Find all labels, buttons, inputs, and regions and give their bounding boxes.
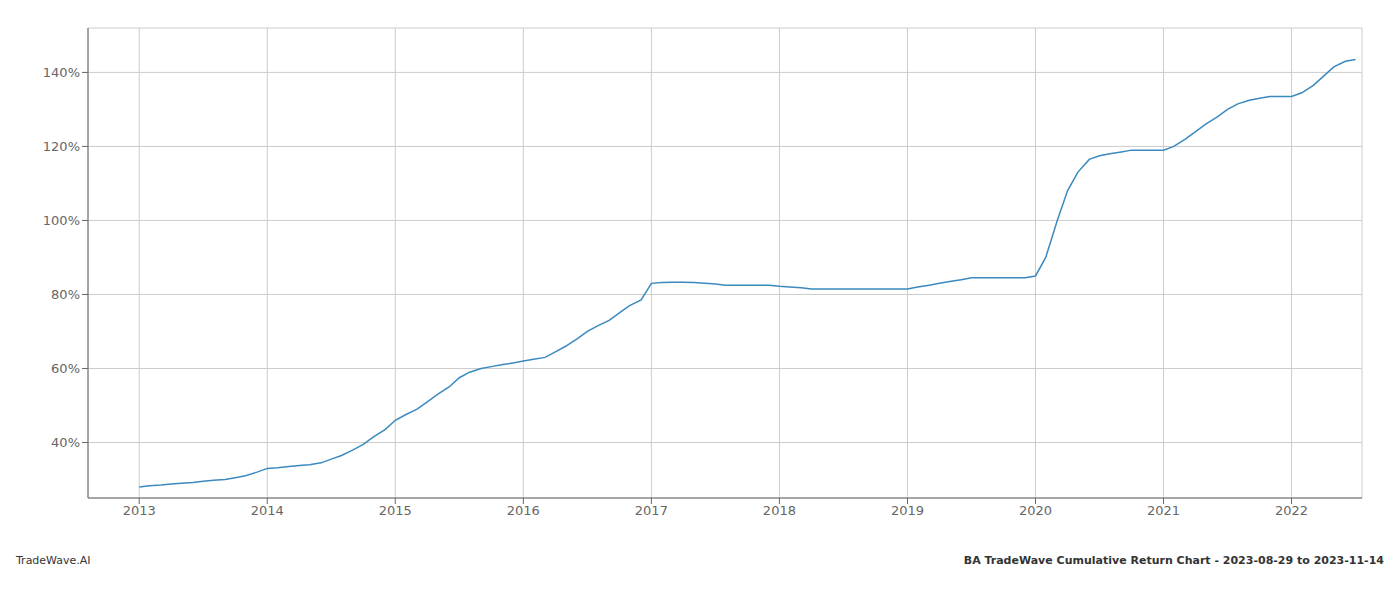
svg-text:2017: 2017 (635, 503, 668, 518)
svg-text:140%: 140% (43, 65, 80, 80)
svg-text:2016: 2016 (507, 503, 540, 518)
svg-text:2015: 2015 (379, 503, 412, 518)
svg-text:80%: 80% (51, 287, 80, 302)
svg-text:2021: 2021 (1147, 503, 1180, 518)
html-text:TradeWave.AI: TradeWave.AI (16, 554, 91, 567)
html-text:BA TradeWave Cumulative Return: BA TradeWave Cumulative Return Chart - 2… (963, 554, 1384, 567)
svg-text:2014: 2014 (251, 503, 284, 518)
svg-text:120%: 120% (43, 139, 80, 154)
svg-text:100%: 100% (43, 213, 80, 228)
svg-text:2013: 2013 (123, 503, 156, 518)
svg-text:2022: 2022 (1275, 503, 1308, 518)
svg-text:60%: 60% (51, 361, 80, 376)
svg-text:2019: 2019 (891, 503, 924, 518)
svg-text:2020: 2020 (1019, 503, 1052, 518)
svg-text:40%: 40% (51, 435, 80, 450)
svg-text:2018: 2018 (763, 503, 796, 518)
